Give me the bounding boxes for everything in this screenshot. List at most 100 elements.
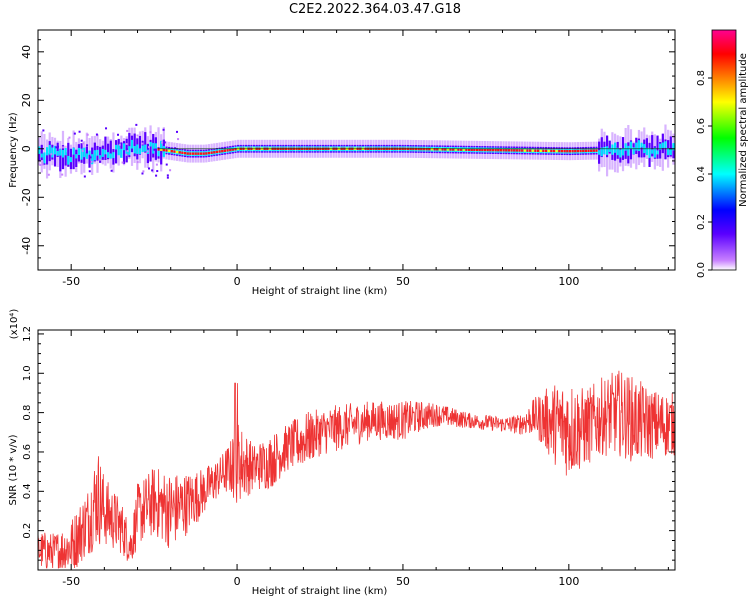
spectral-core [656,150,659,155]
spectral-peak [231,148,234,151]
spectral-core [149,141,152,147]
spectral-peak [534,149,537,152]
spectral-peak [473,148,476,152]
snr-series-line [38,370,675,569]
spectral-core [120,148,123,158]
spectral-peak [571,149,574,153]
colorbar-tick-label: 0.6 [696,118,707,134]
spectral-peak [162,148,165,152]
spectral-core [162,146,165,157]
spectral-peak [505,149,508,152]
spectral-band [40,144,43,161]
spectral-peak [176,150,179,154]
spectral-speckle [47,173,50,176]
spectral-speckle [99,158,102,161]
spectral-speckle [175,130,178,133]
y-tick-label: 1.2 [22,326,33,342]
spectral-peak [539,149,542,152]
x-tick-label: -50 [62,275,80,288]
y-tick-label: 0 [20,145,33,152]
spectral-band [38,150,41,161]
spectral-core [667,148,670,156]
spectral-core [136,144,139,154]
x-tick-label: 50 [396,275,410,288]
spectral-peak [587,149,590,152]
spectral-peak [438,148,441,151]
spectral-core [632,147,635,155]
spectral-band [56,142,59,157]
spectral-peak [521,149,524,152]
spectral-peak [486,148,489,152]
spectral-peak [475,148,479,152]
spectral-core [99,155,102,160]
spectral-peak [226,149,229,152]
spectral-core [104,149,107,155]
y-tick-label: 20 [20,93,33,107]
spectral-core [141,145,144,153]
x-tick-label: 100 [558,575,579,588]
spectral-speckle [125,153,128,156]
spectral-core [616,147,619,156]
spectral-speckle [105,127,108,130]
spectral-speckle [68,136,71,139]
spectral-speckle [166,176,169,179]
spectral-core [112,152,115,159]
spectral-peak [430,147,434,151]
spectral-speckle [142,170,145,173]
spectral-core [85,153,88,159]
spectral-core [69,157,73,163]
spectral-speckle [83,175,86,178]
spectral-band [67,142,70,167]
spectral-core [109,153,112,159]
spectral-band [629,140,633,160]
y-tick-label: 1.0 [22,365,33,381]
spectral-peak [515,149,518,152]
spectral-peak [168,149,171,153]
spectral-speckle [135,123,138,126]
spectral-speckle [80,139,83,142]
spectral-core [621,148,625,156]
spectral-peak [526,149,529,152]
spectral-core [629,141,633,150]
spectral-peak [518,149,521,152]
spectral-speckle [121,161,124,164]
colorbar-tick-label: 0.0 [696,262,707,278]
spectral-peak [568,150,572,153]
spectral-peak [592,149,595,152]
spectral-core [75,154,78,159]
spectral-peak [197,152,200,155]
y-axis-label: SNR (10 * v/v) [8,434,19,505]
spectral-peak [165,149,168,152]
spectral-band [656,135,659,159]
spectral-core [77,147,81,155]
spectral-core [624,143,627,151]
spectral-speckle [165,163,168,166]
snr-panel: -50 0 50 100 0.2 0.4 0.6 0.8 1.0 1.2 Height of str… [8,309,676,597]
spectral-core [91,154,94,165]
spectral-speckle [61,173,64,176]
spectral-speckle [147,146,150,149]
spectral-core [605,146,609,155]
spectral-peak [507,149,510,152]
spectral-core [45,147,49,156]
spectral-peak [160,148,163,151]
spectral-speckle [41,163,44,166]
colorbar-label: Normalized spectral amplitude [738,53,749,207]
spectral-peak [170,150,173,153]
spectral-core [160,140,163,151]
spectral-peak [186,152,189,155]
spectral-peak [497,148,500,152]
spectral-core [64,148,67,156]
spectral-peak [494,148,497,152]
spectral-core [154,143,157,149]
spectral-halo [608,143,611,170]
spectral-peak [566,149,569,153]
spectral-peak [181,151,184,154]
spectral-peak [595,149,598,152]
spectral-band [659,141,662,159]
spectral-core [653,147,656,158]
spectral-core [61,150,65,158]
spectral-speckle [163,141,166,144]
spectral-halo [661,138,664,171]
spectral-core [144,144,147,152]
